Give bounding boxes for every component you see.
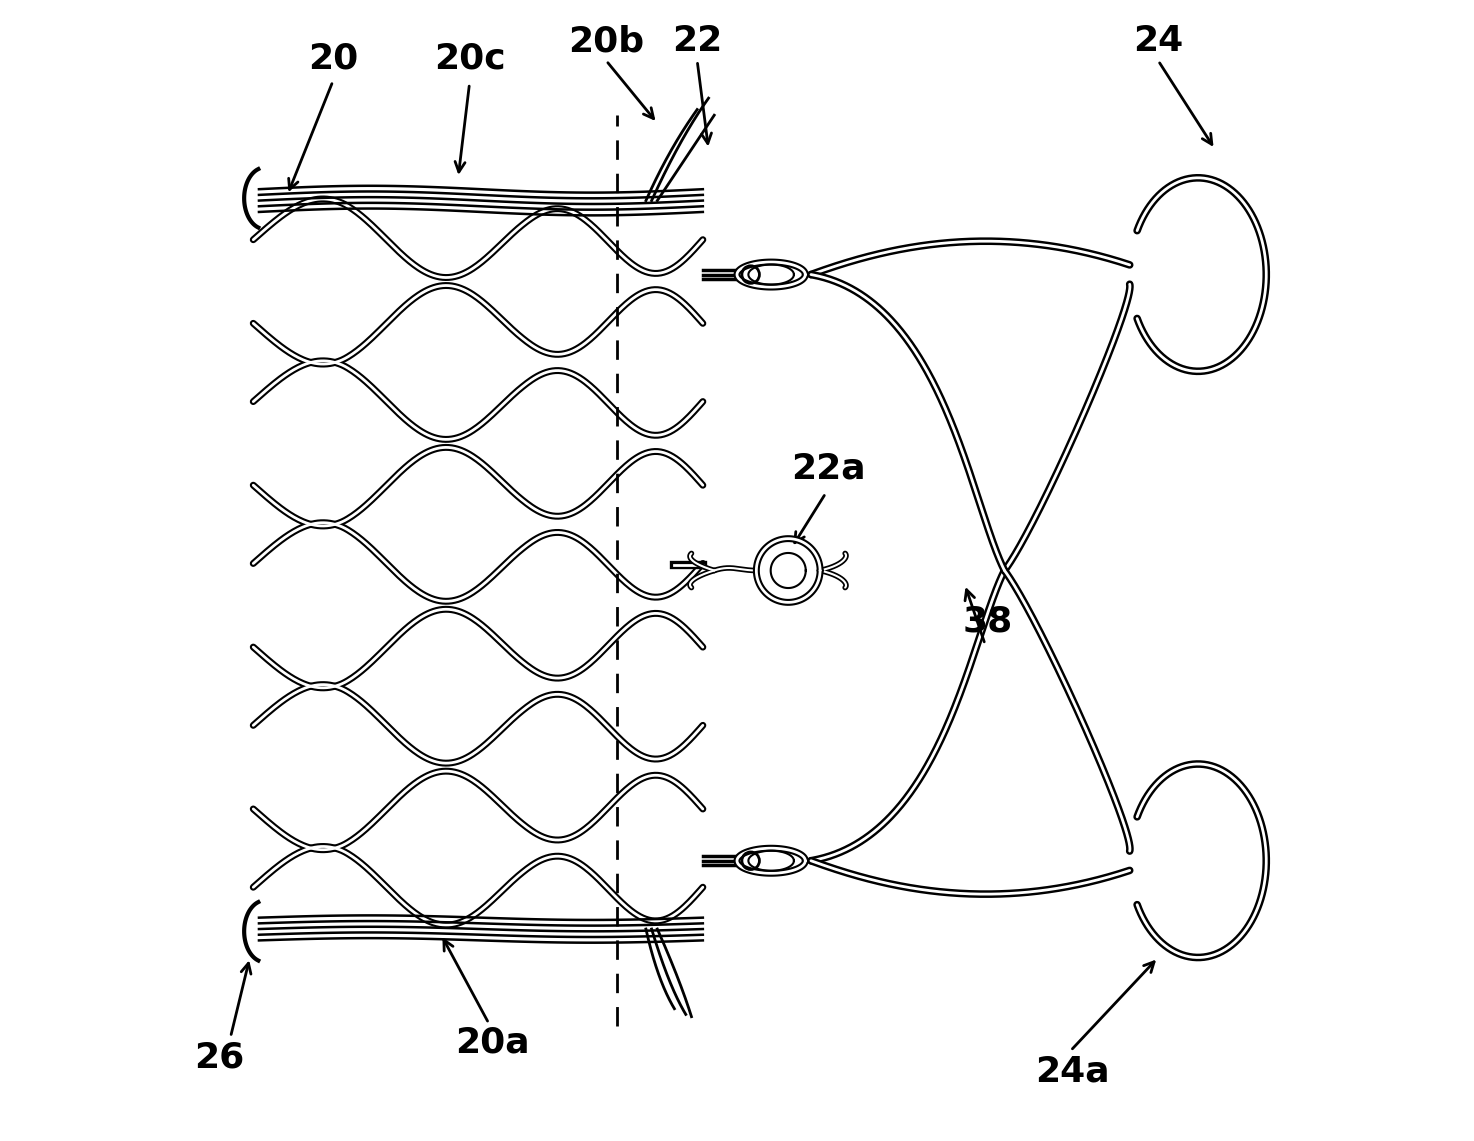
Text: 24a: 24a bbox=[1035, 1054, 1110, 1089]
Text: 24: 24 bbox=[1134, 24, 1184, 58]
Text: 22a: 22a bbox=[790, 451, 865, 485]
Text: 26: 26 bbox=[195, 1041, 245, 1075]
Text: 20a: 20a bbox=[455, 1026, 529, 1060]
Text: 20: 20 bbox=[308, 41, 358, 75]
Text: 20c: 20c bbox=[433, 41, 506, 75]
Text: 20b: 20b bbox=[567, 24, 644, 58]
Text: 38: 38 bbox=[963, 605, 1013, 639]
Text: 22: 22 bbox=[672, 24, 722, 58]
